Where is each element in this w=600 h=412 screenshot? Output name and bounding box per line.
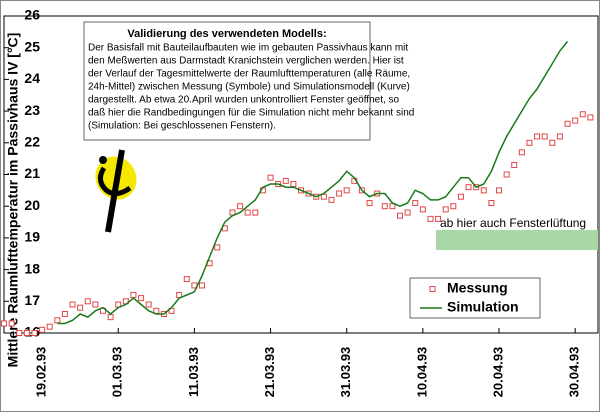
annotation-line: daß hier die Randbedingungen für die Sim…: [88, 108, 414, 119]
x-tick-label: 20.04.93: [490, 347, 505, 398]
marker: [427, 215, 434, 222]
y-tick-label: 20: [24, 197, 40, 213]
marker: [381, 203, 388, 210]
marker: [282, 177, 289, 184]
marker: [572, 117, 579, 124]
y-tick-label: 22: [24, 134, 40, 150]
annotation-title: Validierung des verwendeten Modells:: [127, 28, 326, 40]
marker: [496, 187, 502, 194]
marker: [442, 206, 449, 213]
marker: [23, 330, 30, 336]
marker: [92, 301, 99, 308]
line: [57, 40, 569, 325]
marker: [267, 174, 274, 181]
marker: [84, 298, 91, 305]
marker: [366, 200, 373, 207]
annotation-text: Der Basisfall mit Bauteilaufbauten wie i…: [88, 43, 414, 132]
marker: [587, 114, 594, 121]
x-tick-label: 19.02.93: [34, 347, 49, 398]
y-tick-label: 23: [24, 102, 40, 118]
marker: [46, 323, 53, 330]
marker: [534, 133, 541, 140]
y-tick-label: 21: [24, 165, 40, 181]
marker: [336, 190, 343, 197]
marker: [404, 209, 411, 216]
marker: [397, 212, 403, 219]
marker: [457, 193, 464, 200]
y-tick-label: 24: [24, 70, 40, 86]
marker: [107, 314, 114, 321]
marker: [549, 139, 556, 146]
marker: [31, 330, 38, 336]
marker: [183, 276, 190, 283]
marker: [419, 206, 426, 213]
marker: [290, 181, 297, 188]
marker: [61, 310, 68, 317]
x-tick-label: 30.04.93: [567, 347, 582, 398]
marker: [39, 326, 46, 333]
annotation-line: (Simulation: Bei geschlossenen Fenstern)…: [88, 121, 276, 132]
y-tick-label: 18: [24, 260, 40, 276]
marker: [435, 215, 442, 222]
note: ab hier auch Fensterlüftung: [440, 216, 586, 230]
x-tick-label: 21.03.93: [262, 347, 277, 398]
marker: [488, 200, 495, 207]
marker: [541, 133, 548, 140]
marker: [518, 149, 525, 156]
marker: [244, 209, 251, 216]
legend-label: Simulation: [447, 299, 519, 315]
marker: [237, 203, 244, 210]
marker: [328, 196, 335, 203]
x-tick-label: 10.04.93: [414, 347, 429, 398]
annotation-line: den Meßwerten aus Darmstadt Kranichstein…: [88, 56, 404, 67]
marker: [54, 317, 61, 324]
x-tick-label: 31.03.93: [338, 347, 353, 398]
legend-label: Messung: [447, 280, 508, 296]
marker: [252, 209, 259, 216]
marker: [579, 111, 586, 118]
marker: [1, 320, 7, 327]
marker: [199, 282, 205, 289]
marker: [8, 320, 15, 327]
annotation-line: der Verlauf der Tagesmittelwerte der Rau…: [88, 69, 410, 80]
marker: [138, 295, 145, 302]
marker: [145, 301, 152, 308]
marker: [16, 330, 23, 336]
marker: [214, 244, 221, 251]
annotation-line: 24h-Mittel) zwischen Messung (Symbole) u…: [88, 82, 410, 93]
annotation-line: Der Basisfall mit Bauteilaufbauten wie i…: [88, 43, 408, 54]
annotation-line: dargestellt. Ab etwa 20.April wurden unk…: [88, 95, 400, 106]
legend-marker: [429, 286, 436, 292]
marker: [564, 120, 571, 127]
y-axis-label: Mittlere Raumlufttemperatur im Passivhau…: [5, 33, 21, 368]
y-tick-label: 25: [24, 38, 40, 54]
marker: [130, 291, 137, 298]
marker: [412, 200, 419, 207]
legend: [409, 277, 541, 319]
marker: [511, 161, 518, 168]
marker: [556, 133, 563, 140]
note-box: [436, 230, 598, 250]
marker: [77, 304, 84, 311]
marker: [526, 139, 533, 146]
y-tick-label: 17: [24, 292, 40, 308]
x-tick-label: 01.03.93: [110, 347, 125, 398]
marker: [480, 187, 487, 194]
y-tick-label: 19: [24, 229, 40, 245]
marker: [343, 187, 350, 194]
annotation-box: [83, 21, 371, 141]
x-tick-label: 11.03.93: [186, 347, 201, 397]
marker: [69, 301, 76, 308]
marker: [465, 184, 472, 191]
marker: [450, 203, 457, 210]
logo: [95, 149, 137, 233]
y-tick-label: 26: [24, 7, 40, 23]
marker: [503, 171, 510, 178]
